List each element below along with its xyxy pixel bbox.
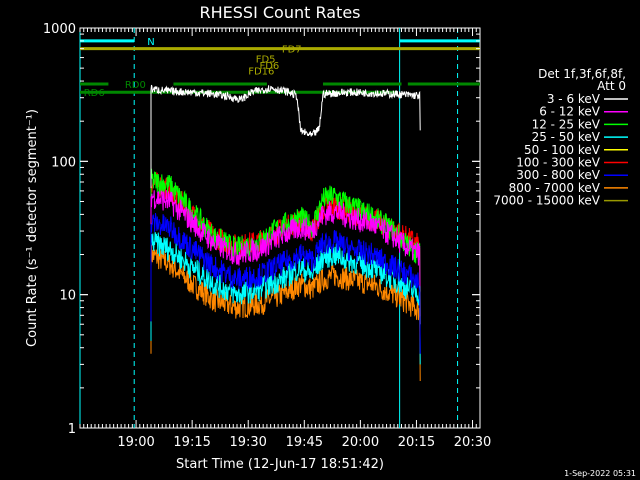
legend-label: 12 - 25 keV bbox=[532, 117, 601, 131]
annotation-label: FD6 bbox=[259, 61, 279, 72]
x-tick-label: 20:00 bbox=[342, 435, 379, 450]
x-tick-label: 19:45 bbox=[286, 435, 323, 450]
series-line bbox=[150, 212, 421, 354]
legend-label: 6 - 12 keV bbox=[539, 105, 601, 119]
series-line bbox=[150, 168, 421, 325]
legend-label: 800 - 7000 keV bbox=[509, 181, 601, 195]
x-tick-label: 19:00 bbox=[117, 435, 154, 450]
series-line bbox=[150, 244, 421, 382]
y-tick-label: 100 bbox=[51, 155, 76, 170]
legend-label: 3 - 6 keV bbox=[547, 92, 601, 106]
legend-label: 50 - 100 keV bbox=[524, 143, 601, 157]
y-tick-label: 1000 bbox=[43, 22, 76, 37]
series-layer bbox=[150, 84, 421, 382]
x-axis-label: Start Time (12-Jun-17 18:51:42) bbox=[176, 457, 384, 472]
y-axis-label: Count Rate (s⁻¹ detector segment⁻¹) bbox=[25, 109, 40, 347]
y-tick-label: 1 bbox=[68, 422, 76, 437]
y-axis: 1 10 100 1000 bbox=[43, 22, 480, 437]
x-tick-label: 19:15 bbox=[173, 435, 210, 450]
legend-label: 25 - 50 keV bbox=[532, 130, 601, 144]
legend-label: 7000 - 15000 keV bbox=[493, 194, 600, 208]
legend-header: Det 1f,3f,6f,8f, bbox=[538, 67, 626, 81]
x-tick-label: 20:30 bbox=[454, 435, 491, 450]
annotation-label: RD0 bbox=[125, 80, 146, 91]
legend-label: 100 - 300 keV bbox=[516, 156, 600, 170]
y-tick-label: 10 bbox=[59, 289, 76, 304]
chart-title: RHESSI Count Rates bbox=[200, 3, 361, 22]
annotation-label: N bbox=[147, 37, 154, 48]
x-tick-label: 20:15 bbox=[398, 435, 435, 450]
annotation-label: FD7 bbox=[282, 45, 302, 56]
annotation-label: FD16 bbox=[248, 67, 274, 78]
x-tick-label: 19:30 bbox=[229, 435, 266, 450]
footer-timestamp: 1-Sep-2022 05:31 bbox=[564, 469, 636, 478]
annotation-label: RD6 bbox=[84, 88, 105, 99]
legend-header: Att 0 bbox=[597, 79, 626, 93]
x-axis: 19:00 19:15 19:30 19:45 20:00 20:15 20:30 bbox=[79, 28, 491, 450]
series-line bbox=[150, 231, 421, 365]
legend-label: 300 - 800 keV bbox=[516, 168, 600, 182]
annotation-label: FD5 bbox=[256, 55, 276, 66]
series-line bbox=[150, 84, 421, 189]
series-line bbox=[150, 190, 421, 325]
